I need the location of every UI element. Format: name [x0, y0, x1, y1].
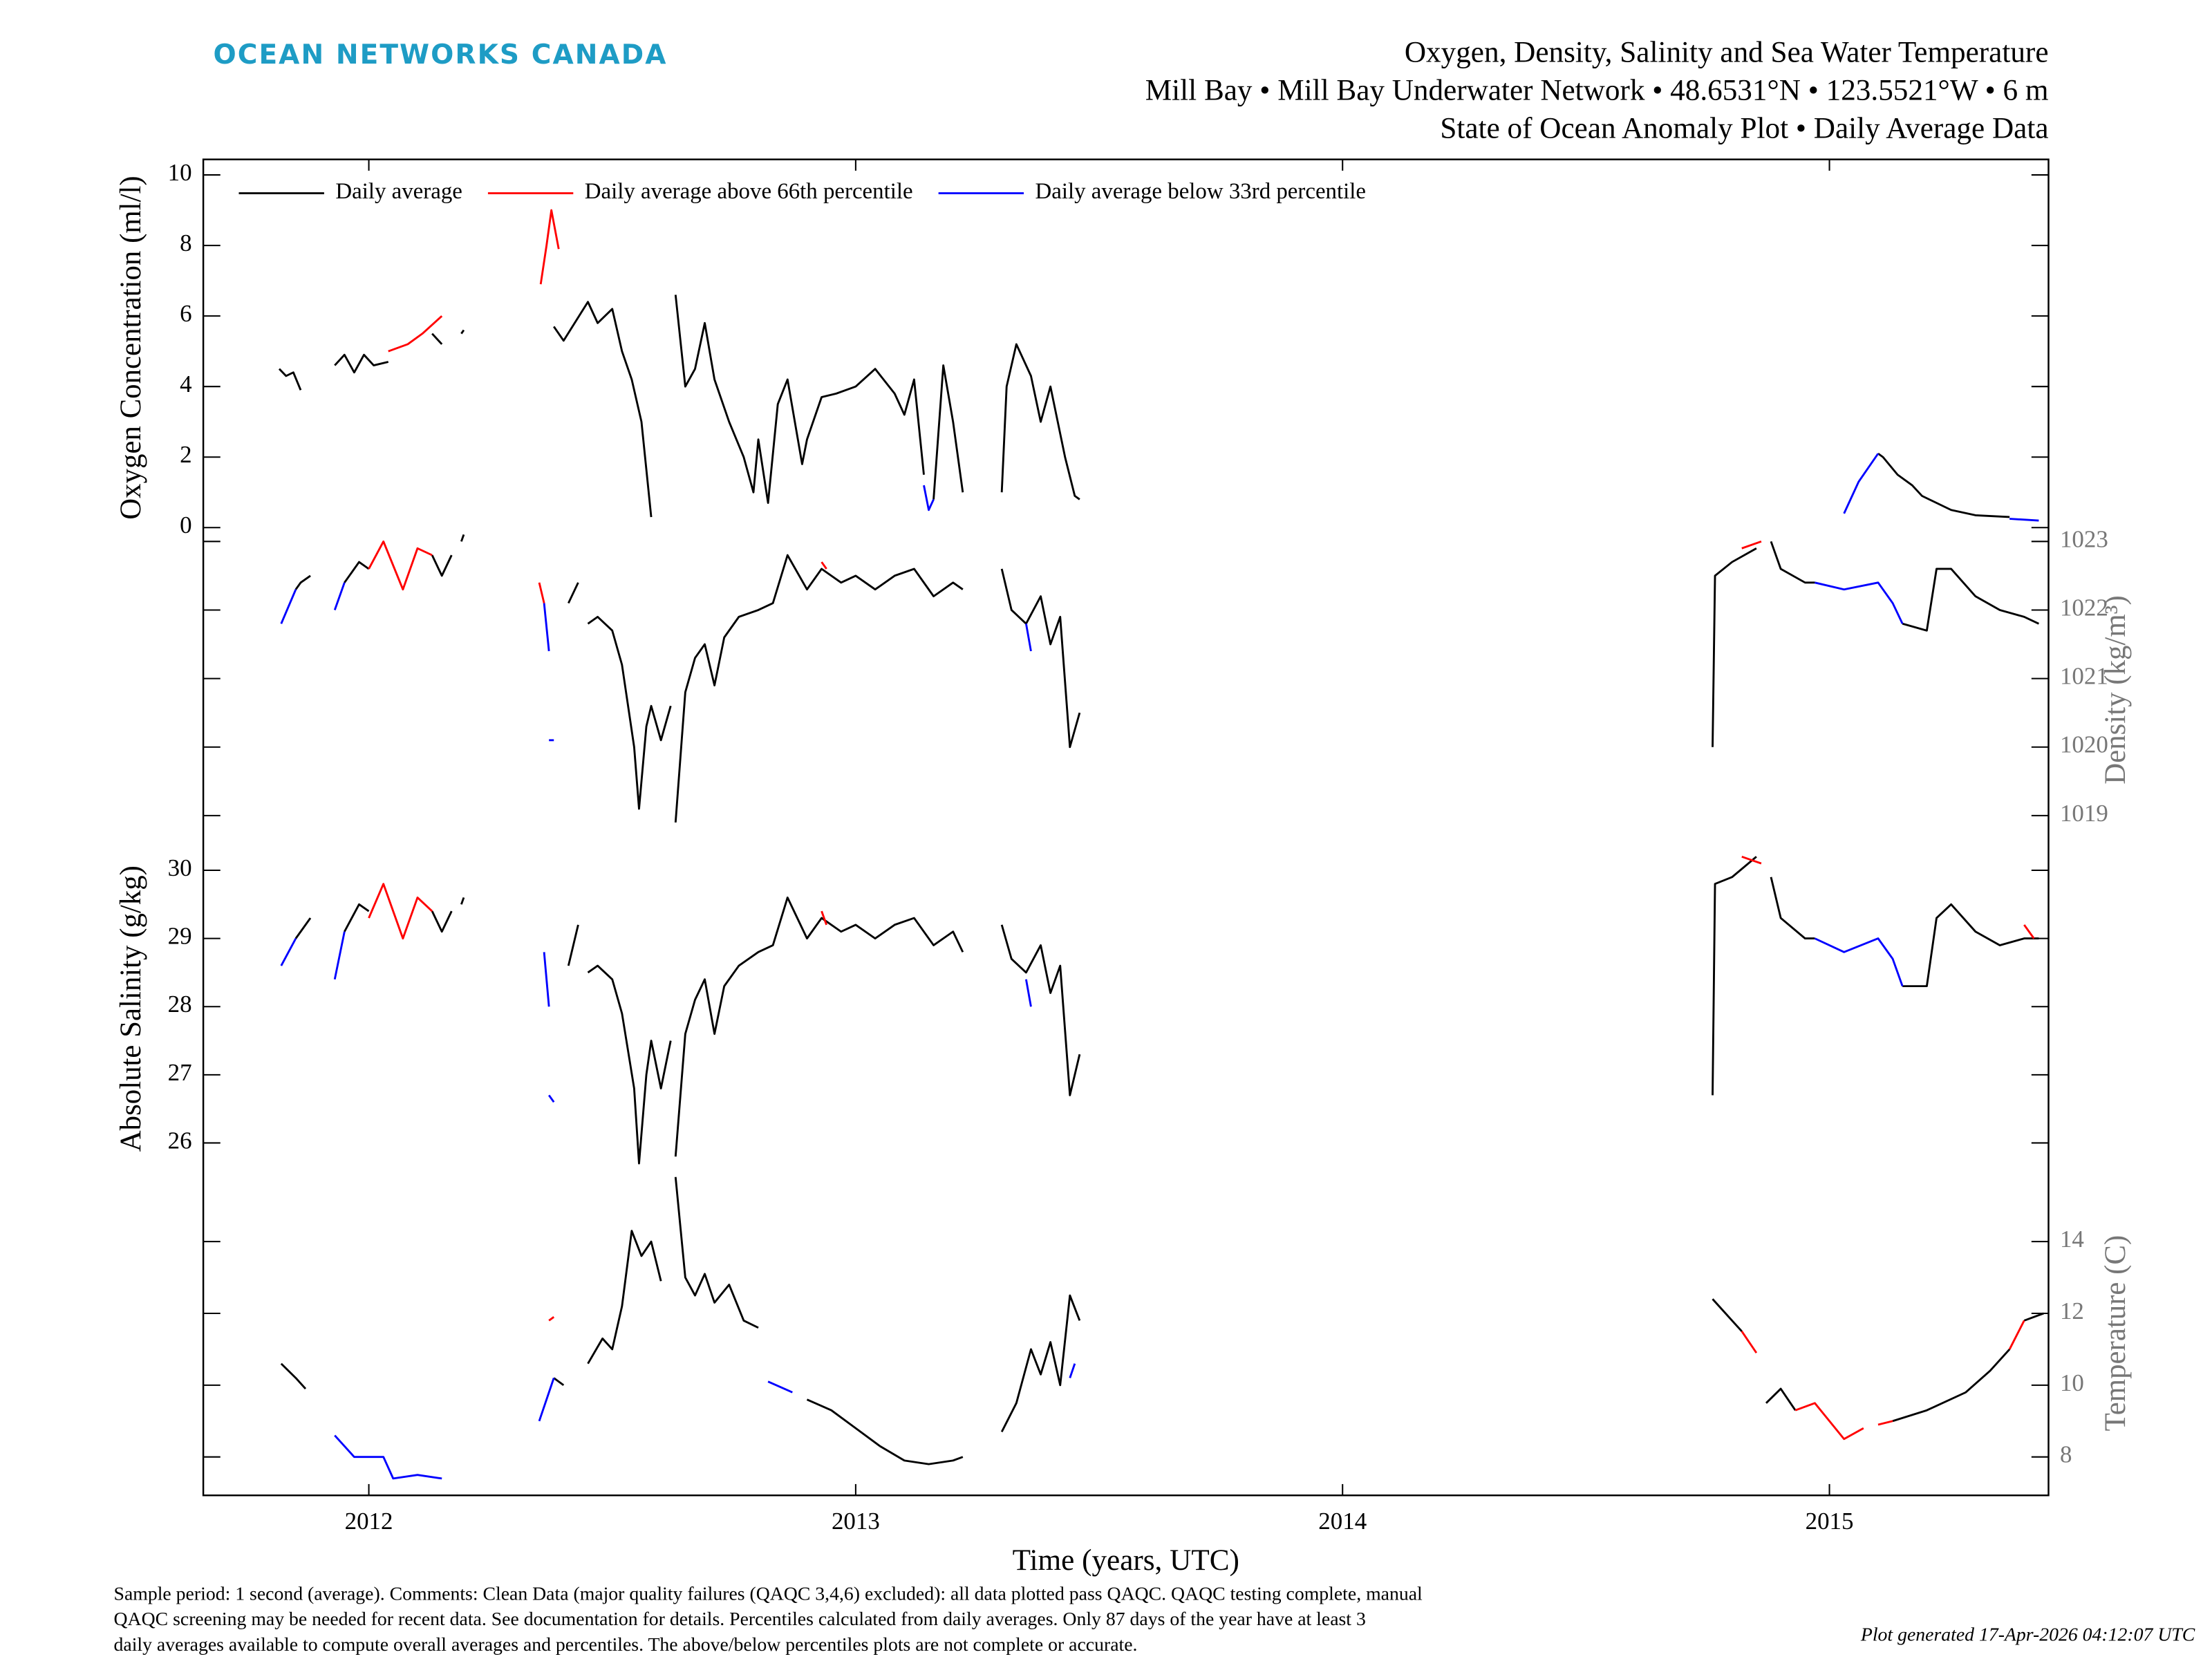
chart-subtitle: State of Ocean Anomaly Plot • Daily Aver…: [1440, 113, 2048, 145]
y-tick-label: 8: [2060, 1441, 2072, 1468]
y-tick-label: 29: [168, 923, 192, 950]
data-line: [294, 856, 2039, 1165]
data-line: [280, 1177, 2044, 1465]
legend-label: Daily average above 66th percentile: [585, 179, 913, 204]
y-tick-label: 1022: [2060, 594, 2108, 621]
data-line: [278, 294, 2010, 518]
y-tick-label: 28: [168, 991, 192, 1018]
y-tick-label: 2: [180, 441, 191, 468]
data-line: [923, 453, 2039, 522]
legend-label: Daily average below 33rd percentile: [1035, 179, 1366, 204]
y-axis-label: Absolute Salinity (g/kg): [115, 865, 147, 1152]
footer-note: QAQC screening may be needed for recent …: [114, 1608, 1366, 1629]
y-axis-label: Oxygen Concentration (ml/l): [115, 176, 147, 519]
footer-note: Sample period: 1 second (average). Comme…: [114, 1583, 1423, 1604]
data-line: [368, 855, 2035, 940]
y-axis-label: Density (kg/m³): [2099, 595, 2132, 784]
data-line: [280, 581, 1904, 742]
legend-label: Daily average: [335, 179, 462, 204]
y-tick-label: 12: [2060, 1297, 2084, 1324]
chart-title: Oxygen, Density, Salinity and Sea Water …: [1405, 37, 2049, 69]
data-line: [334, 1363, 1076, 1480]
data-line: [548, 1316, 2025, 1441]
y-tick-label: 1019: [2060, 800, 2108, 827]
y-tick-label: 8: [180, 229, 191, 256]
plot-frame: [202, 158, 2050, 1497]
logo: OCEAN NETWORKS CANADA: [213, 39, 667, 71]
data-line: [280, 931, 1904, 1103]
y-tick-label: 14: [2060, 1226, 2084, 1253]
x-tick-label: 2014: [1318, 1508, 1367, 1535]
x-axis-label: Time (years, UTC): [1013, 1544, 1239, 1577]
y-axis-label: Temperature (C): [2099, 1235, 2132, 1432]
y-tick-label: 26: [168, 1127, 192, 1154]
y-tick-label: 27: [168, 1059, 192, 1086]
y-tick-label: 0: [180, 512, 191, 538]
chart-subtitle: Mill Bay • Mill Bay Underwater Network •…: [1145, 75, 2049, 107]
y-tick-label: 6: [180, 300, 191, 327]
y-tick-label: 1021: [2060, 663, 2108, 690]
x-tick-label: 2013: [832, 1508, 880, 1535]
footer-note: daily averages available to compute over…: [114, 1633, 1138, 1655]
data-line: [368, 540, 1762, 603]
y-tick-label: 10: [2060, 1369, 2084, 1396]
y-tick-label: 30: [168, 854, 192, 881]
x-tick-label: 2012: [345, 1508, 393, 1535]
plot-generated: Plot generated 17-Apr-2026 04:12:07 UTC: [1860, 1624, 2195, 1645]
data-line: [388, 209, 560, 353]
y-tick-label: 10: [168, 159, 192, 186]
y-tick-label: 1020: [2060, 731, 2108, 758]
y-tick-label: 4: [180, 371, 191, 397]
y-tick-label: 1023: [2060, 525, 2108, 552]
data-line: [294, 534, 2040, 823]
x-tick-label: 2015: [1806, 1508, 1854, 1535]
